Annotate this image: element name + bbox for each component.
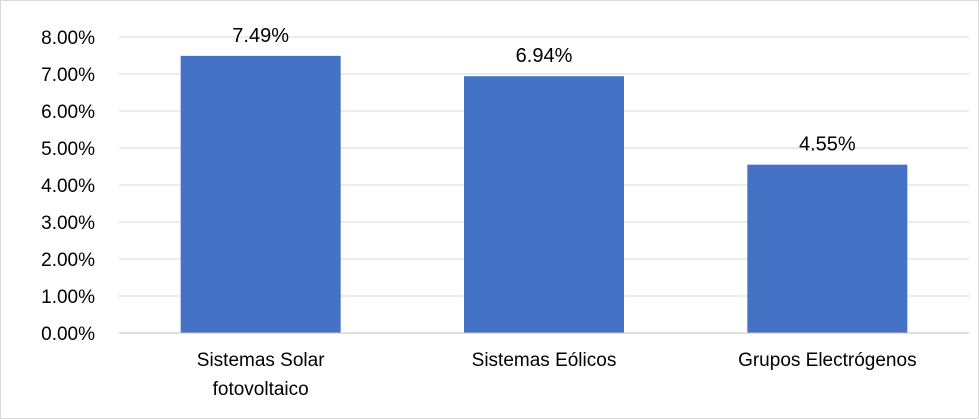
y-axis-tick-labels: 0.00% 1.00% 2.00% 3.00% 4.00% 5.00% 6.00% 7.00%… bbox=[41, 28, 95, 345]
data-labels: 7.49% 6.94% 4.55% bbox=[232, 25, 856, 156]
x-tick-label: Sistemas Solar bbox=[197, 350, 325, 371]
bar bbox=[747, 164, 908, 333]
y-tick-label: 2.00% bbox=[41, 250, 95, 271]
y-tick-label: 8.00% bbox=[41, 28, 95, 49]
y-tick-label: 4.00% bbox=[41, 176, 95, 197]
y-tick-label: 3.00% bbox=[41, 213, 95, 234]
y-tick-label: 6.00% bbox=[41, 102, 95, 123]
y-tick-label: 5.00% bbox=[41, 139, 95, 160]
y-tick-label: 0.00% bbox=[41, 324, 95, 345]
x-tick-label: Sistemas Eólicos bbox=[472, 350, 617, 371]
data-label: 7.49% bbox=[232, 25, 289, 47]
x-tick-label: fotovoltaico bbox=[213, 379, 309, 400]
data-label: 6.94% bbox=[516, 45, 573, 67]
data-label: 4.55% bbox=[799, 134, 856, 156]
bar bbox=[180, 55, 341, 334]
x-axis-category-labels: Sistemas Solar fotovoltaico Sistemas Eólic… bbox=[197, 350, 917, 400]
bars bbox=[180, 55, 908, 334]
x-tick-label: Grupos Electrógenos bbox=[738, 350, 917, 371]
y-tick-label: 1.00% bbox=[41, 287, 95, 308]
bar bbox=[464, 76, 624, 333]
y-tick-label: 7.00% bbox=[41, 65, 95, 86]
